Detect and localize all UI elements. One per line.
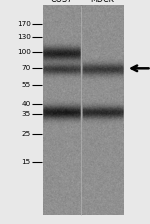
Text: MDCK: MDCK xyxy=(91,0,114,4)
Text: 55: 55 xyxy=(21,82,31,88)
Text: 130: 130 xyxy=(17,34,31,40)
Text: 170: 170 xyxy=(17,21,31,26)
Text: 100: 100 xyxy=(17,49,31,54)
Text: 25: 25 xyxy=(21,131,31,137)
Text: COS7: COS7 xyxy=(51,0,73,4)
Text: 15: 15 xyxy=(21,159,31,165)
Text: 35: 35 xyxy=(21,111,31,117)
Text: 70: 70 xyxy=(21,65,31,71)
Text: 40: 40 xyxy=(21,101,31,107)
